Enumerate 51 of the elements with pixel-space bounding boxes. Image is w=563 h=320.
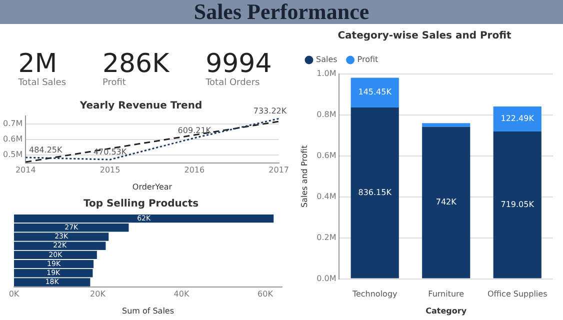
text: 2M — [18, 49, 58, 79]
chart-title: Category-wise Sales and Profit — [338, 30, 512, 42]
y-tick-label: 1.0M — [316, 69, 336, 78]
x-tick-label: 20K — [90, 290, 106, 299]
text: Sales Performance — [0, 0, 563, 24]
x-tick-label: 2014 — [15, 166, 36, 175]
x-axis-title: OrderYear — [132, 182, 173, 192]
data-label: 719.05K — [500, 200, 535, 209]
x-tick-label: Office Supplies — [488, 290, 548, 299]
y-axis-title: Sales and Profit — [300, 145, 309, 208]
x-tick-label: Furniture — [428, 290, 464, 299]
text: Total Sales — [18, 78, 66, 88]
y-tick-label: 0.4M — [316, 192, 336, 201]
x-tick-label: Technology — [351, 290, 398, 299]
text: 286K — [102, 49, 170, 79]
y-tick-label: 0.6M — [316, 151, 336, 160]
data-label: 122.49K — [500, 114, 535, 124]
x-tick-label: 40K — [174, 290, 190, 299]
y-tick-label: 0.2M — [316, 232, 336, 242]
data-label: 484.25K — [29, 146, 63, 155]
data-label: 145.45K — [358, 88, 392, 97]
bar — [493, 132, 542, 278]
chart-title: Yearly Revenue Trend — [78, 100, 202, 112]
x-tick-label: 2016 — [184, 166, 205, 175]
y-tick-label: 0.8M — [316, 110, 336, 120]
y-tick-label: 0.6M — [3, 134, 23, 144]
x-tick-label: 2017 — [268, 166, 289, 175]
data-label: 733.22K — [253, 106, 288, 116]
legend-label: Profit — [357, 55, 378, 64]
bar — [493, 106, 542, 132]
data-label: 609.21K — [178, 126, 212, 136]
data-label: 836.15K — [358, 188, 392, 198]
bar — [422, 123, 470, 127]
x-tick-label: 2015 — [100, 166, 120, 175]
bar — [350, 108, 399, 278]
y-tick-label: 0.5M — [3, 150, 23, 160]
text: 9994 — [206, 49, 272, 79]
text: Total Orders — [206, 78, 261, 88]
bar — [422, 126, 470, 278]
data-label: 470.53K — [93, 148, 128, 157]
chart-title: Top Selling Products — [83, 198, 199, 210]
x-tick-label: 0K — [8, 290, 20, 299]
y-tick-label: 0.0M — [316, 274, 336, 283]
bar — [350, 78, 399, 108]
text: Profit — [102, 78, 127, 88]
data-label: 742K — [436, 198, 458, 207]
x-axis-title: Sum of Sales — [122, 306, 174, 316]
x-axis-title: Category — [426, 306, 468, 316]
x-tick-label: 60K — [258, 290, 274, 299]
legend-label: Sales — [316, 55, 338, 64]
y-tick-label: 0.7M — [3, 118, 23, 128]
